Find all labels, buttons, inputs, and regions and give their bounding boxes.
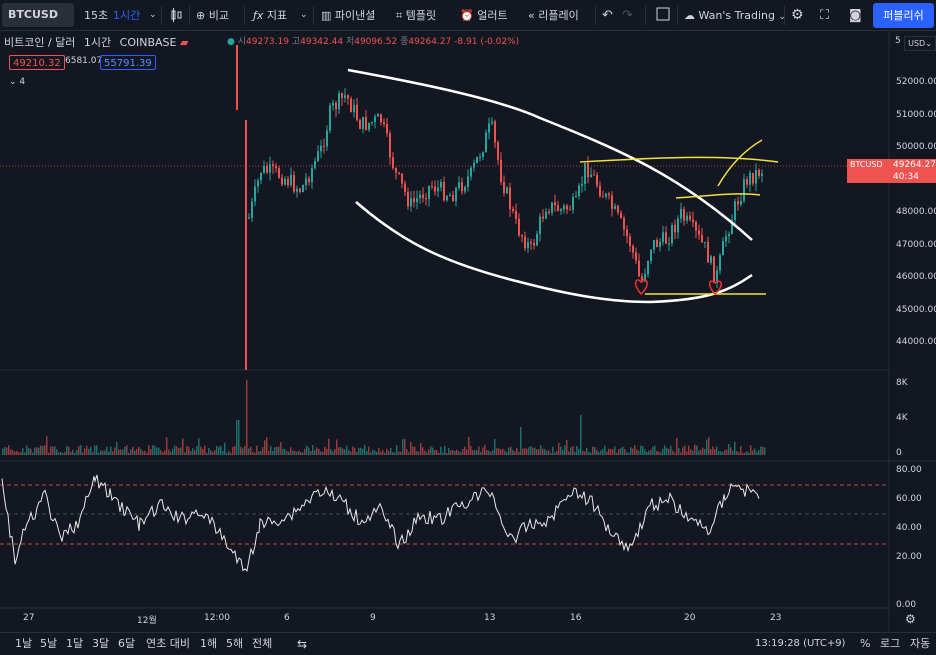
chart-legend: 비트코인 / 달러 1시간 COINBASE ▰	[4, 34, 188, 50]
price-tick: 52000.00	[896, 77, 936, 87]
percent-toggle[interactable]: %	[860, 637, 871, 650]
chevron-down-icon: ⌄	[778, 12, 787, 22]
range-1d[interactable]: 1날	[15, 637, 33, 650]
legend-ohlc: ● 시49273.19 고49342.44 저49096.52 종49264.2…	[227, 37, 520, 47]
bar-chart-icon: ▥	[321, 9, 332, 22]
publish-button[interactable]: 퍼블리쉬	[873, 3, 934, 28]
fullscreen-icon[interactable]: ⛶	[820, 8, 830, 23]
price-tick: 47000.00	[896, 240, 936, 250]
currency-selector[interactable]: USD⌄	[904, 36, 936, 51]
compare-button[interactable]: ⊕ 비교	[196, 9, 229, 22]
price-axis-partial-label: 5	[895, 36, 901, 46]
time-tick: 12월	[137, 616, 157, 626]
time-tick: 20	[684, 613, 696, 623]
top-toolbar: BTCUSD 15초 1시간 ⌄ ⊕ 비교 ƒx 지표 ⌄ ▥ 파이낸셜 ⌗ 템…	[0, 0, 936, 31]
time-tick: 16	[570, 613, 582, 623]
range-all[interactable]: 전체	[252, 637, 273, 650]
legend-dot-icon: ●	[227, 37, 235, 47]
indicators-dropdown-chevron-icon[interactable]: ⌄	[300, 10, 308, 20]
settings-gear-icon[interactable]: ⚙	[791, 7, 804, 23]
legend-flag-icon: ▰	[180, 36, 189, 49]
price-tick: 51000.00	[896, 110, 936, 120]
undo-icon[interactable]: ↶	[602, 8, 613, 23]
range-1y[interactable]: 1해	[200, 637, 218, 650]
rsi-tick: 40.00	[896, 523, 922, 533]
log-toggle[interactable]: 로그	[880, 637, 901, 650]
time-tick: 23	[770, 613, 782, 623]
camera-snapshot-icon[interactable]: ◙	[849, 8, 862, 23]
alarm-clock-icon: ⏰	[460, 9, 474, 22]
time-tick: 27	[23, 613, 35, 623]
bid-price[interactable]: 49210.32	[9, 55, 65, 70]
redo-icon[interactable]: ↷	[622, 8, 633, 23]
price-tick: 46000.00	[896, 272, 936, 282]
yellow-breakout-curve[interactable]	[717, 139, 763, 187]
time-tick: 9	[370, 613, 376, 623]
interval-dropdown-chevron-icon[interactable]: ⌄	[149, 10, 157, 20]
legend-title: 비트코인 / 달러	[4, 36, 76, 49]
trend-channel-lower-curve[interactable]	[355, 201, 753, 304]
volume-tick: 8K	[896, 378, 908, 388]
indicator-collapse[interactable]: ⌄ 4	[9, 77, 26, 87]
interval-1h[interactable]: 1시간	[113, 9, 141, 22]
clock-timezone[interactable]: 13:19:28 (UTC+9)	[755, 638, 846, 649]
templates-icon: ⌗	[396, 9, 403, 22]
time-tick: 12:00	[204, 613, 230, 623]
interval-15s[interactable]: 15초	[84, 9, 109, 22]
last-price-badge: 49264.27 40:34	[889, 159, 936, 183]
bottom-toolbar: 1날 5날 1달 3달 6달 연초 대비 1해 5해 전체 ⇆ 13:19:28…	[0, 632, 936, 654]
time-tick: 6	[284, 613, 290, 623]
range-5y[interactable]: 5해	[226, 637, 244, 650]
indicators-button[interactable]: ƒx 지표	[253, 9, 288, 22]
cloud-icon: ☁	[684, 9, 695, 22]
price-tick: 45000.00	[896, 305, 936, 315]
range-3m[interactable]: 3달	[92, 637, 110, 650]
rsi-line	[1, 474, 760, 572]
range-1m[interactable]: 1달	[66, 637, 84, 650]
auto-toggle[interactable]: 자동	[910, 637, 931, 650]
rsi-tick: 60.00	[896, 494, 922, 504]
last-symbol-badge: BTCUSD	[847, 159, 889, 183]
plus-circle-icon: ⊕	[196, 9, 206, 22]
layout-name-button[interactable]: ☁ Wan's Trading ⌄	[684, 9, 787, 22]
rsi-tick: 0.00	[896, 600, 917, 610]
volume-histogram	[2, 380, 766, 455]
yellow-resistance-line[interactable]	[579, 156, 779, 163]
chevron-down-icon: ⌄	[9, 77, 17, 87]
goto-date-icon[interactable]: ⇆	[297, 637, 308, 651]
legend-interval: 1시간	[83, 36, 112, 49]
rsi-tick: 20.00	[896, 552, 922, 562]
symbol-search[interactable]: BTCUSD	[2, 3, 74, 27]
financials-button[interactable]: ▥ 파이낸셜	[321, 9, 376, 22]
trend-channel-upper-curve[interactable]	[347, 68, 753, 241]
yellow-mid-line[interactable]	[675, 193, 761, 199]
layout-square-icon[interactable]	[656, 0, 670, 31]
red-heart-marker-2[interactable]	[708, 280, 722, 296]
range-6m[interactable]: 6달	[118, 637, 136, 650]
volume-tick: 4K	[896, 413, 908, 423]
price-tick: 48000.00	[896, 207, 936, 217]
volume-tick: 0	[896, 448, 902, 458]
chevron-down-icon: ⌄	[925, 39, 932, 48]
range-ytd[interactable]: 연초 대비	[146, 637, 190, 650]
templates-button[interactable]: ⌗ 템플릿	[396, 9, 437, 22]
range-5d[interactable]: 5날	[40, 637, 58, 650]
ask-price[interactable]: 55791.39	[100, 55, 156, 70]
alert-button[interactable]: ⏰ 얼러트	[460, 9, 508, 22]
red-heart-marker-1[interactable]	[634, 279, 648, 296]
rewind-icon: «	[528, 9, 535, 22]
function-icon: ƒx	[253, 9, 264, 22]
rsi-tick: 80.00	[896, 465, 922, 475]
chart-style-candles-icon[interactable]	[169, 0, 183, 31]
candlestick-series	[236, 45, 763, 370]
replay-button[interactable]: « 리플레이	[528, 9, 579, 22]
axis-settings-gear-icon[interactable]: ⚙	[905, 612, 916, 626]
legend-exchange: COINBASE	[119, 36, 177, 49]
time-tick: 13	[484, 613, 496, 623]
spread-value: 6581.07	[65, 56, 103, 66]
price-tick: 44000.00	[896, 337, 936, 347]
price-tick: 50000.00	[896, 142, 936, 152]
